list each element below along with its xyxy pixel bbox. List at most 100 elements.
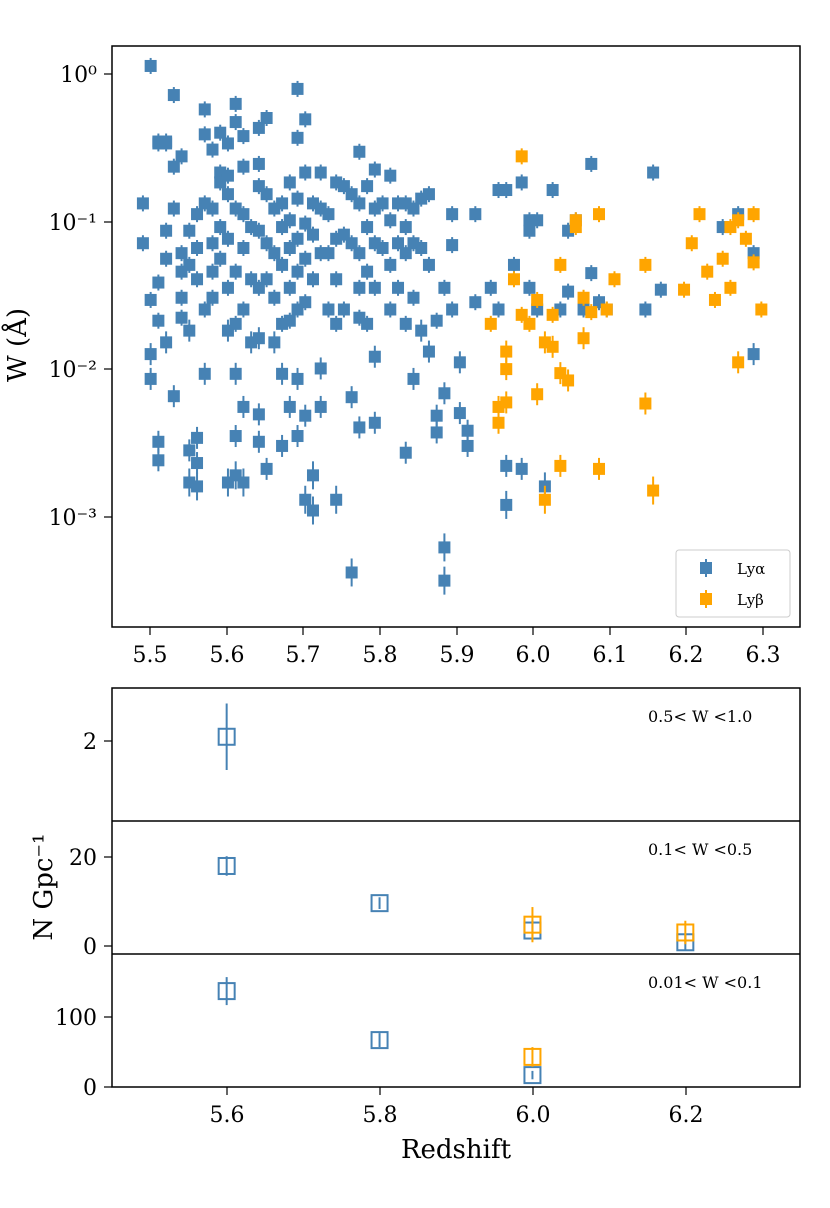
lyb-point <box>600 303 613 316</box>
lya-point <box>221 232 234 245</box>
lya-point <box>299 493 312 506</box>
lya-point <box>214 221 227 234</box>
lya-point <box>453 407 466 420</box>
lya-point <box>144 348 157 361</box>
lya-point <box>330 273 343 286</box>
panel2-annotation: 0.1< W <0.5 <box>648 840 752 859</box>
lya-point <box>322 303 335 316</box>
lya-point <box>446 303 459 316</box>
lya-point <box>562 285 575 298</box>
lyb-point <box>732 214 745 227</box>
lya-point <box>183 258 196 271</box>
y-tick-label: 20 <box>69 846 97 871</box>
lya-point <box>399 446 412 459</box>
lya-point <box>291 372 304 385</box>
lya-point <box>229 116 242 129</box>
lya-point <box>283 281 296 294</box>
lyb-point <box>523 915 542 934</box>
lyb-point <box>523 1047 542 1066</box>
lya-point <box>314 400 327 413</box>
lya-point <box>198 128 211 141</box>
lyb-point <box>484 317 497 330</box>
lya-point <box>585 157 598 170</box>
lya-point <box>370 894 389 913</box>
lya-point <box>430 314 443 327</box>
lya-point <box>415 324 428 337</box>
lya-point <box>237 476 250 489</box>
lya-point <box>384 169 397 182</box>
lya-point <box>160 224 173 237</box>
top-x-ticks: 5.5 5.6 5.7 5.8 5.9 6.0 6.1 6.2 6.3 <box>133 627 781 668</box>
x-tick-label: 5.5 <box>133 643 168 668</box>
lya-point <box>515 462 528 475</box>
lya-point <box>353 247 366 260</box>
lya-point <box>384 214 397 227</box>
lya-point <box>306 228 319 241</box>
panel1-data-marks <box>217 703 236 771</box>
panel3-data-marks <box>217 977 542 1085</box>
lyb-point <box>515 150 528 163</box>
lya-point <box>206 143 219 156</box>
lya-point <box>353 145 366 158</box>
lya-point <box>237 242 250 255</box>
lya-point <box>299 166 312 179</box>
lya-point <box>152 276 165 289</box>
lya-point <box>237 130 250 143</box>
lyb-point <box>716 252 729 265</box>
lya-point <box>361 317 374 330</box>
lyb-point <box>755 303 768 316</box>
y-tick-label: 100 <box>55 1006 97 1031</box>
lya-point <box>191 273 204 286</box>
lya-point <box>191 242 204 255</box>
lya-point <box>299 113 312 126</box>
lya-point <box>291 131 304 144</box>
lya-point <box>639 303 652 316</box>
lya-point <box>144 372 157 385</box>
lyb-point <box>747 208 760 221</box>
lya-point <box>399 221 412 234</box>
lya-point <box>283 176 296 189</box>
lya-point <box>221 188 234 201</box>
lya-point <box>500 184 513 197</box>
top-y-ticks: 10⁰ 10⁻¹ 10⁻² 10⁻³ <box>49 63 112 531</box>
y-tick-label: 10⁻¹ <box>49 211 97 236</box>
lya-point <box>461 424 474 437</box>
x-tick-label: 5.6 <box>210 1103 245 1128</box>
y-tick-label: 0 <box>83 935 97 960</box>
lyb-point <box>569 221 582 234</box>
lyb-point <box>500 363 513 376</box>
lya-point <box>747 247 760 260</box>
lya-point <box>183 324 196 337</box>
lya-point <box>345 566 358 579</box>
bottom-panels: 0.5< W <1.0 0.1< W <0.5 0.01< W <0.1 2 2… <box>29 687 801 1165</box>
lya-point <box>260 112 273 125</box>
lya-point <box>229 265 242 278</box>
lya-point <box>175 150 188 163</box>
panel1-annotation: 0.5< W <1.0 <box>648 707 752 726</box>
lya-point <box>276 439 289 452</box>
lya-point <box>392 237 405 250</box>
bottom-y-axis-label: N Gpc⁻¹ <box>29 833 59 940</box>
lya-point <box>500 459 513 472</box>
lya-point <box>291 192 304 205</box>
lya-point <box>492 303 505 316</box>
lyb-point <box>562 374 575 387</box>
lya-point <box>283 314 296 327</box>
lya-point <box>152 435 165 448</box>
lyb-point <box>531 388 544 401</box>
lyb-point <box>639 258 652 271</box>
lya-point <box>500 498 513 511</box>
lyb-point <box>593 462 606 475</box>
lyb-point <box>724 281 737 294</box>
lyb-point <box>593 208 606 221</box>
lya-point <box>422 188 435 201</box>
lya-point <box>647 166 660 179</box>
lya-point <box>276 197 289 210</box>
lya-point <box>446 208 459 221</box>
lya-point <box>322 247 335 260</box>
lya-point <box>291 430 304 443</box>
lya-point <box>368 163 381 176</box>
lya-point <box>392 281 405 294</box>
lya-point <box>229 430 242 443</box>
